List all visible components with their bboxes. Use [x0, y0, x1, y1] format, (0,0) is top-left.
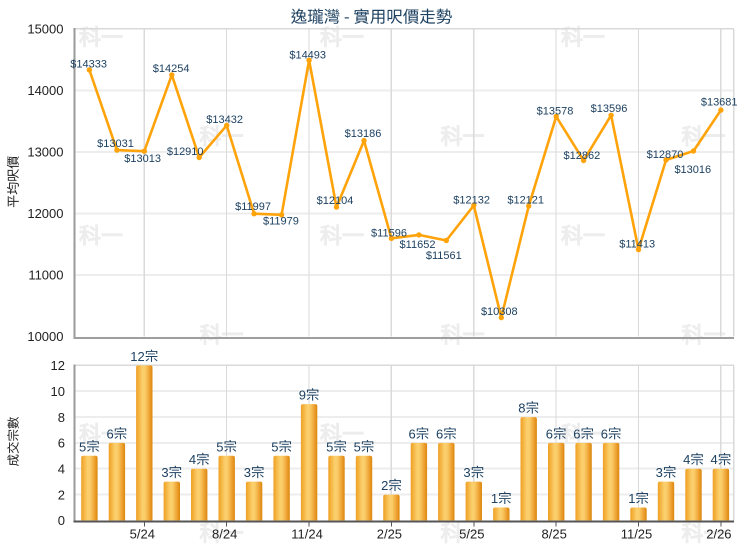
- svg-text:$11652: $11652: [400, 239, 436, 251]
- svg-text:12: 12: [130, 349, 144, 364]
- svg-text:$12121: $12121: [507, 195, 544, 207]
- svg-text:0: 0: [58, 513, 65, 528]
- svg-text:13000: 13000: [27, 145, 63, 160]
- svg-text:8: 8: [58, 410, 65, 425]
- svg-text:8: 8: [518, 401, 525, 416]
- svg-text:$11596: $11596: [371, 227, 407, 239]
- svg-text:2: 2: [381, 478, 388, 493]
- svg-text:5: 5: [271, 439, 278, 454]
- svg-text:$13596: $13596: [591, 103, 628, 115]
- svg-text:5/24: 5/24: [130, 526, 155, 541]
- svg-text:$14493: $14493: [289, 49, 326, 61]
- svg-text:$13013: $13013: [124, 153, 161, 165]
- svg-text:$11979: $11979: [263, 216, 299, 228]
- svg-text:$12870: $12870: [647, 149, 684, 161]
- svg-text:1: 1: [491, 491, 498, 506]
- svg-text:$14333: $14333: [70, 59, 107, 71]
- svg-text:6: 6: [546, 426, 553, 441]
- svg-text:2/25: 2/25: [377, 526, 402, 541]
- svg-text:2: 2: [58, 487, 65, 502]
- svg-text:11/25: 11/25: [621, 526, 653, 541]
- svg-text:6: 6: [436, 426, 443, 441]
- svg-text:$10308: $10308: [481, 306, 518, 318]
- svg-text:4: 4: [711, 452, 718, 467]
- svg-text:$12104: $12104: [317, 195, 354, 207]
- svg-text:5: 5: [354, 439, 361, 454]
- svg-text:3: 3: [656, 465, 663, 480]
- svg-text:5/25: 5/25: [459, 526, 484, 541]
- svg-text:6: 6: [107, 426, 114, 441]
- svg-text:$13016: $13016: [674, 164, 711, 176]
- svg-text:15000: 15000: [27, 22, 63, 37]
- svg-text:$11413: $11413: [619, 239, 655, 251]
- svg-text:14000: 14000: [27, 83, 63, 98]
- svg-text:3: 3: [463, 465, 470, 480]
- svg-text:10: 10: [51, 384, 65, 399]
- svg-text:$13031: $13031: [97, 138, 134, 150]
- svg-text:5: 5: [79, 439, 86, 454]
- svg-text:$12132: $12132: [453, 195, 490, 207]
- svg-text:2/26: 2/26: [706, 526, 731, 541]
- svg-text:$13681: $13681: [701, 97, 738, 109]
- svg-text:4: 4: [58, 461, 65, 476]
- svg-text:5: 5: [216, 439, 223, 454]
- svg-text:12000: 12000: [27, 206, 63, 221]
- svg-text:3: 3: [244, 465, 251, 480]
- svg-text:4: 4: [189, 452, 196, 467]
- svg-text:6: 6: [58, 436, 65, 451]
- svg-text:4: 4: [683, 452, 690, 467]
- svg-text:$11997: $11997: [235, 201, 271, 213]
- svg-text:$13578: $13578: [537, 105, 574, 117]
- svg-text:8/24: 8/24: [212, 526, 237, 541]
- svg-text:6: 6: [409, 426, 416, 441]
- svg-text:10000: 10000: [27, 329, 63, 344]
- svg-text:3: 3: [161, 465, 168, 480]
- svg-text:8/25: 8/25: [542, 526, 567, 541]
- svg-text:11/24: 11/24: [291, 526, 323, 541]
- svg-text:$12910: $12910: [167, 146, 204, 158]
- svg-text:6: 6: [573, 426, 580, 441]
- svg-text:5: 5: [326, 439, 333, 454]
- svg-text:12: 12: [51, 358, 65, 373]
- svg-text:11000: 11000: [28, 268, 63, 283]
- svg-text:$12862: $12862: [564, 150, 601, 162]
- svg-text:$11561: $11561: [426, 250, 462, 262]
- svg-text:$14254: $14254: [153, 63, 190, 75]
- svg-text:$13186: $13186: [345, 128, 382, 140]
- svg-text:9: 9: [299, 388, 306, 403]
- svg-text:1: 1: [628, 491, 635, 506]
- svg-text:6: 6: [601, 426, 608, 441]
- svg-text:$13432: $13432: [206, 114, 243, 126]
